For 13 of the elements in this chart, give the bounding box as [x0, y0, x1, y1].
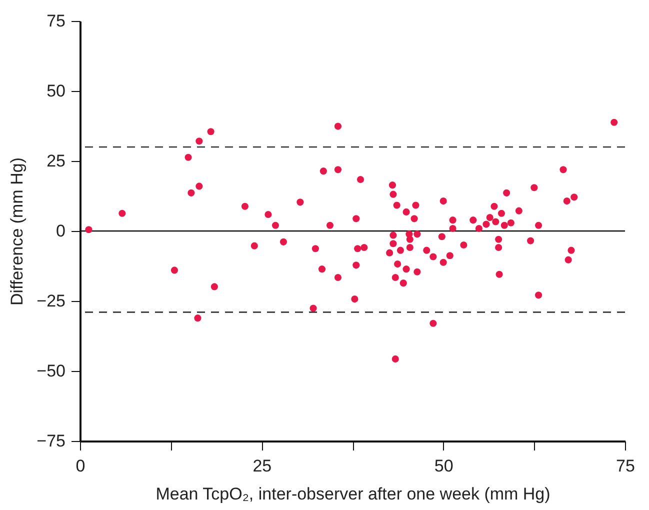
y-tick-label: 0 [56, 222, 66, 240]
y-tick-label: −50 [36, 362, 66, 380]
y-tick-label: 25 [46, 152, 66, 170]
y-tick-label: −75 [36, 432, 66, 450]
x-tick-label: 75 [616, 456, 635, 476]
y-tick-label: 50 [46, 82, 66, 100]
x-tick-label: 0 [76, 456, 86, 476]
y-tick-label: 75 [46, 12, 66, 30]
y-tick-label: −25 [36, 292, 66, 310]
y-axis-title: Difference (mm Hg) [8, 158, 27, 306]
x-axis-title: Mean TcpO₂, inter-observer after one week (mm Hg) [156, 484, 550, 504]
x-tick-label: 50 [434, 456, 454, 476]
x-tick-label: 25 [252, 456, 272, 476]
